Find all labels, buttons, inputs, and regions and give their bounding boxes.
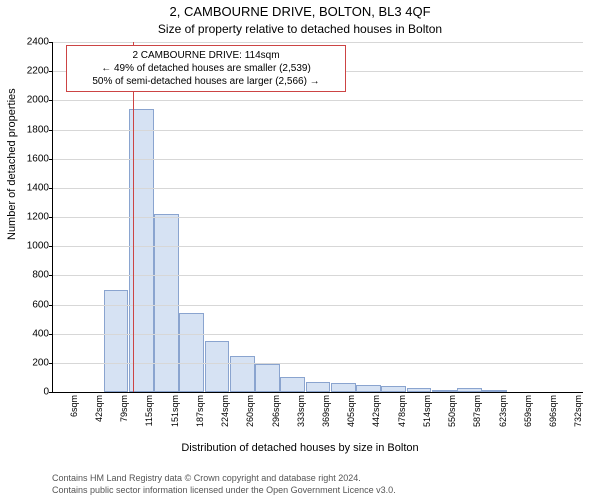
- y-tick-label: 200: [32, 357, 49, 368]
- x-tick-label: 623sqm: [498, 395, 508, 427]
- bar: [381, 386, 406, 392]
- y-tick: [49, 42, 53, 43]
- footer-attribution: Contains HM Land Registry data © Crown c…: [52, 472, 396, 496]
- x-tick-label: 260sqm: [245, 395, 255, 427]
- bar: [230, 356, 255, 392]
- y-tick-label: 400: [32, 328, 49, 339]
- bar: [356, 385, 381, 392]
- bar: [205, 341, 230, 392]
- x-tick-label: 732sqm: [573, 395, 583, 427]
- chart-title: 2, CAMBOURNE DRIVE, BOLTON, BL3 4QF: [0, 4, 600, 19]
- x-tick-label: 296sqm: [271, 395, 281, 427]
- callout-line: ← 49% of detached houses are smaller (2,…: [73, 62, 339, 75]
- x-tick-label: 151sqm: [170, 395, 180, 427]
- y-tick: [49, 246, 53, 247]
- x-tick-label: 405sqm: [346, 395, 356, 427]
- y-tick: [49, 159, 53, 160]
- x-tick-label: 369sqm: [321, 395, 331, 427]
- y-tick-label: 0: [43, 387, 49, 398]
- chart-subtitle: Size of property relative to detached ho…: [0, 22, 600, 36]
- y-tick-label: 1200: [27, 212, 49, 223]
- plot-area: 0200400600800100012001400160018002000220…: [52, 42, 583, 393]
- y-tick-label: 1600: [27, 153, 49, 164]
- bar: [482, 390, 507, 392]
- y-tick: [49, 71, 53, 72]
- y-tick: [49, 188, 53, 189]
- x-tick-label: 442sqm: [371, 395, 381, 427]
- footer-line-2: Contains public sector information licen…: [52, 484, 396, 496]
- bar: [255, 364, 280, 392]
- y-tick: [49, 217, 53, 218]
- reference-line: [133, 42, 134, 392]
- y-tick: [49, 275, 53, 276]
- bar: [457, 388, 482, 392]
- x-tick-label: 659sqm: [523, 395, 533, 427]
- x-tick-label: 79sqm: [119, 395, 129, 422]
- y-tick: [49, 334, 53, 335]
- bar: [280, 377, 305, 392]
- x-tick-label: 696sqm: [548, 395, 558, 427]
- bar: [154, 214, 179, 392]
- footer-line-1: Contains HM Land Registry data © Crown c…: [52, 472, 396, 484]
- x-tick-label: 6sqm: [69, 395, 79, 417]
- y-tick: [49, 130, 53, 131]
- x-tick-label: 115sqm: [144, 395, 154, 426]
- x-tick-label: 587sqm: [472, 395, 482, 427]
- y-tick: [49, 305, 53, 306]
- x-tick-label: 187sqm: [195, 395, 205, 427]
- bar: [179, 313, 204, 392]
- x-tick-label: 514sqm: [422, 395, 432, 427]
- y-tick: [49, 392, 53, 393]
- y-tick-label: 2000: [27, 95, 49, 106]
- bar: [407, 388, 432, 392]
- callout-box: 2 CAMBOURNE DRIVE: 114sqm← 49% of detach…: [66, 45, 346, 92]
- y-tick-label: 800: [32, 270, 49, 281]
- x-tick-label: 478sqm: [397, 395, 407, 427]
- x-tick-label: 333sqm: [296, 395, 306, 427]
- y-tick: [49, 100, 53, 101]
- bar: [331, 383, 356, 392]
- x-axis-label: Distribution of detached houses by size …: [0, 442, 600, 454]
- x-tick-label: 224sqm: [220, 395, 230, 427]
- y-tick-label: 1400: [27, 182, 49, 193]
- bar: [306, 382, 331, 392]
- y-tick: [49, 363, 53, 364]
- y-tick-label: 600: [32, 299, 49, 310]
- y-tick-label: 1800: [27, 124, 49, 135]
- x-tick-label: 42sqm: [94, 395, 104, 422]
- x-tick-label: 550sqm: [447, 395, 457, 427]
- callout-line: 2 CAMBOURNE DRIVE: 114sqm: [73, 49, 339, 62]
- chart-container: 2, CAMBOURNE DRIVE, BOLTON, BL3 4QF Size…: [0, 0, 600, 500]
- y-tick-label: 1000: [27, 241, 49, 252]
- y-tick-label: 2400: [27, 37, 49, 48]
- bar: [432, 390, 457, 392]
- callout-line: 50% of semi-detached houses are larger (…: [73, 75, 339, 88]
- y-axis-label: Number of detached properties: [6, 88, 18, 240]
- y-tick-label: 2200: [27, 66, 49, 77]
